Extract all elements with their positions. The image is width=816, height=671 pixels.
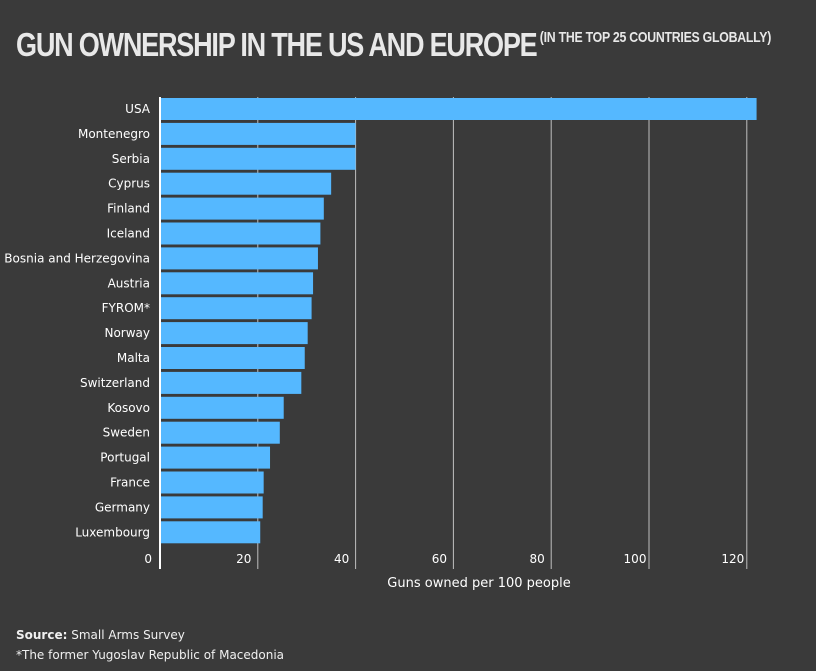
x-tick-label: 100 (624, 552, 647, 566)
bar-kosovo (160, 396, 284, 419)
x-tick-label: 40 (334, 552, 349, 566)
title-text: GUN OWNERSHIP IN THE US AND EUROPE (16, 26, 538, 63)
bar-luxembourg (160, 521, 261, 544)
x-tick-label: 80 (530, 552, 545, 566)
x-tick-label: 20 (236, 552, 251, 566)
bar-norway (160, 322, 308, 345)
category-label: Switzerland (80, 376, 150, 390)
category-label: FYROM* (102, 301, 150, 315)
category-label: Sweden (103, 426, 150, 440)
bar-malta (160, 347, 305, 369)
bar-germany (160, 496, 263, 519)
category-label: Iceland (107, 227, 150, 241)
category-label: France (110, 476, 150, 490)
chart-subtitle: (IN THE TOP 25 COUNTRIES GLOBALLY) (539, 29, 772, 46)
category-label: Cyprus (108, 177, 150, 191)
x-tick-label: 120 (721, 552, 744, 566)
footnote: *The former Yugoslav Republic of Macedon… (16, 648, 285, 662)
category-label: Malta (117, 351, 150, 365)
bar-serbia (160, 147, 356, 170)
source-value: Small Arms Survey (71, 628, 185, 642)
bar-fyrom (160, 297, 312, 320)
bar-finland (160, 197, 324, 220)
bar-montenegro (160, 122, 356, 145)
bar-bosnia-and-herzegovina (160, 247, 318, 270)
bar-france (160, 471, 264, 494)
category-label: USA (125, 102, 151, 116)
bar-usa (160, 98, 757, 120)
chart-title: GUN OWNERSHIP IN THE US AND EUROPE (IN TH… (16, 26, 771, 64)
category-label: Montenegro (78, 127, 150, 141)
category-label: Portugal (100, 451, 150, 465)
bar-sweden (160, 421, 280, 444)
x-axis-label: Guns owned per 100 people (387, 576, 570, 591)
category-label: Austria (108, 276, 150, 290)
category-label: Luxembourg (75, 525, 150, 539)
category-label: Bosnia and Herzegovina (4, 251, 150, 265)
bar-cyprus (160, 172, 332, 195)
bars (160, 98, 757, 544)
category-label: Kosovo (107, 401, 150, 415)
bar-portugal (160, 446, 271, 469)
category-labels: USA Montenegro Serbia Cyprus Finland Iceland B… (4, 102, 150, 539)
category-label: Norway (104, 326, 150, 340)
source-label: Source: (16, 628, 68, 642)
category-label: Serbia (112, 152, 150, 166)
x-tick-label: 0 (144, 552, 152, 566)
x-tick-labels: 0 20 40 60 80 100 120 (144, 552, 744, 566)
bar-iceland (160, 222, 321, 245)
category-label: Finland (107, 202, 150, 216)
category-label: Germany (95, 500, 150, 514)
source-note: Source: Small Arms Survey (16, 628, 185, 642)
bar-switzerland (160, 371, 302, 394)
x-tick-label: 60 (432, 552, 447, 566)
bar-austria (160, 272, 314, 295)
